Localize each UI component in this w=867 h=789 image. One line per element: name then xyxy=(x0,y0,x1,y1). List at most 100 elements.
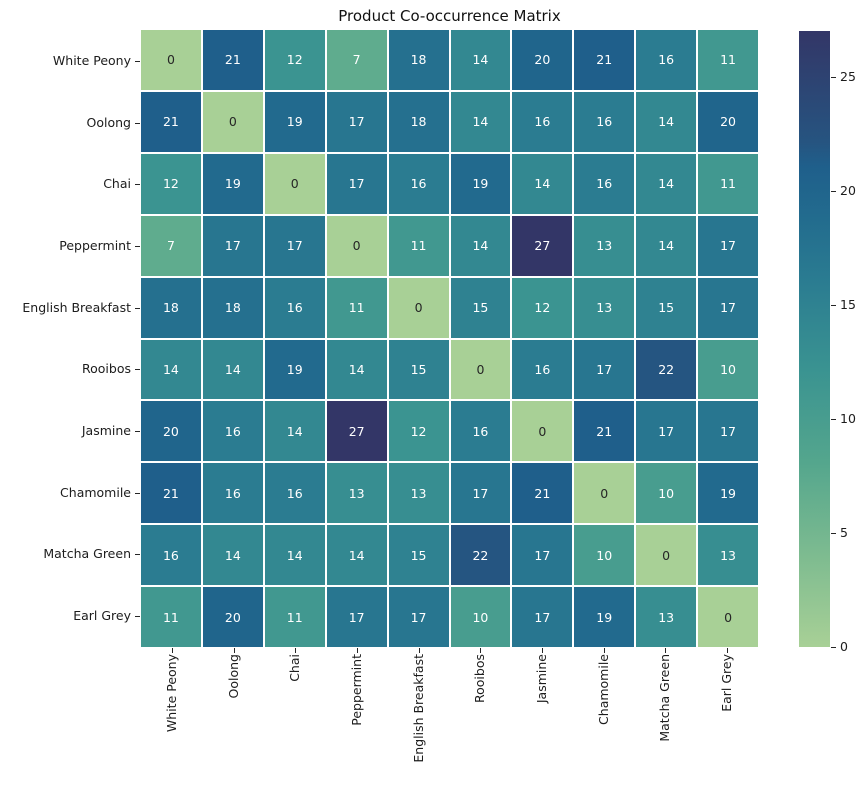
heatmap-cell: 16 xyxy=(141,525,201,586)
x-tick-mark xyxy=(727,648,729,653)
heatmap-cell: 19 xyxy=(264,91,325,152)
heatmap-cell: 11 xyxy=(698,30,758,90)
heatmap-cell: 11 xyxy=(388,215,449,276)
heatmap-cell: 13 xyxy=(636,587,697,647)
colorbar-gradient xyxy=(799,31,830,647)
heatmap-cell: 18 xyxy=(388,91,449,152)
heatmap-cell: 16 xyxy=(264,277,325,338)
heatmap-cell: 15 xyxy=(636,277,697,338)
heatmap-cell: 13 xyxy=(574,215,635,276)
heatmap-cell: 21 xyxy=(141,463,201,524)
y-tick-mark xyxy=(135,60,140,62)
heatmap-cell: 14 xyxy=(264,525,325,586)
heatmap-cell: 0 xyxy=(141,30,201,90)
x-tick-label: Earl Grey xyxy=(719,654,735,712)
y-tick-mark xyxy=(135,431,140,433)
heatmap-cell: 13 xyxy=(698,525,758,586)
heatmap-cell: 16 xyxy=(512,91,573,152)
heatmap-cell: 10 xyxy=(636,463,697,524)
heatmap-cell: 0 xyxy=(636,525,697,586)
x-tick-label: Rooibos xyxy=(472,654,488,703)
colorbar-tick-mark xyxy=(831,304,836,306)
x-tick-mark xyxy=(603,648,605,653)
heatmap-cell: 19 xyxy=(264,339,325,400)
heatmap-cell: 17 xyxy=(326,153,387,214)
heatmap-cell: 17 xyxy=(698,277,758,338)
heatmap-cell: 19 xyxy=(202,153,263,214)
heatmap-cell: 14 xyxy=(512,153,573,214)
heatmap-cell: 17 xyxy=(202,215,263,276)
heatmap-cell: 0 xyxy=(450,339,511,400)
y-tick-label: Chai xyxy=(103,176,131,192)
x-tick-mark xyxy=(665,648,667,653)
heatmap-cell: 20 xyxy=(512,30,573,90)
x-tick-label: Chai xyxy=(287,654,303,682)
heatmap-cell: 10 xyxy=(574,525,635,586)
heatmap-cell: 21 xyxy=(574,30,635,90)
heatmap-cell: 16 xyxy=(512,339,573,400)
heatmap-cell: 17 xyxy=(698,401,758,462)
heatmap-cell: 14 xyxy=(264,401,325,462)
x-tick-label: Chamomile xyxy=(595,654,611,725)
heatmap-cell: 14 xyxy=(450,215,511,276)
heatmap-cell: 27 xyxy=(512,215,573,276)
y-tick-mark xyxy=(135,122,140,124)
heatmap-cell: 13 xyxy=(574,277,635,338)
colorbar-tick-mark xyxy=(831,532,836,534)
heatmap-cell: 12 xyxy=(388,401,449,462)
colorbar-tick-label: 10 xyxy=(840,410,856,426)
colorbar-tick-mark xyxy=(831,76,836,78)
colorbar-tick-mark xyxy=(831,190,836,192)
y-tick-label: Peppermint xyxy=(59,237,131,253)
heatmap-cell: 14 xyxy=(326,339,387,400)
heatmap-cell: 11 xyxy=(264,587,325,647)
heatmap-cell: 0 xyxy=(512,401,573,462)
heatmap-cell: 12 xyxy=(264,30,325,90)
heatmap-cell: 12 xyxy=(141,153,201,214)
heatmap-cell: 10 xyxy=(450,587,511,647)
y-tick-label: White Peony xyxy=(52,52,131,68)
heatmap-cell: 16 xyxy=(202,401,263,462)
heatmap-cell: 19 xyxy=(574,587,635,647)
heatmap-cell: 11 xyxy=(326,277,387,338)
heatmap-cell: 16 xyxy=(202,463,263,524)
heatmap-cell: 0 xyxy=(326,215,387,276)
heatmap-cell: 14 xyxy=(202,525,263,586)
colorbar-tick-label: 5 xyxy=(840,524,848,540)
colorbar-tick-label: 15 xyxy=(840,296,856,312)
chart-title: Product Co-occurrence Matrix xyxy=(338,7,561,25)
heatmap-cell: 16 xyxy=(450,401,511,462)
heatmap-cell: 0 xyxy=(574,463,635,524)
heatmap-cell: 14 xyxy=(326,525,387,586)
heatmap-cell: 7 xyxy=(326,30,387,90)
x-tick-label: Jasmine xyxy=(534,654,550,704)
x-tick-mark xyxy=(480,648,482,653)
heatmap-cell: 14 xyxy=(450,30,511,90)
heatmap-cell: 12 xyxy=(512,277,573,338)
heatmap-cell: 11 xyxy=(698,153,758,214)
heatmap-cell: 14 xyxy=(141,339,201,400)
heatmap-cell: 15 xyxy=(388,339,449,400)
heatmap-cell: 14 xyxy=(202,339,263,400)
y-tick-mark xyxy=(135,307,140,309)
y-tick-label: Rooibos xyxy=(82,361,131,377)
heatmap-cell: 20 xyxy=(202,587,263,647)
colorbar-tick-label: 20 xyxy=(840,182,856,198)
heatmap-cell: 21 xyxy=(512,463,573,524)
y-tick-label: Earl Grey xyxy=(73,608,131,624)
heatmap-cell: 0 xyxy=(698,587,758,647)
x-tick-mark xyxy=(295,648,297,653)
heatmap-cell: 14 xyxy=(636,91,697,152)
x-tick-mark xyxy=(233,648,235,653)
heatmap-cell: 17 xyxy=(450,463,511,524)
x-tick-label: Matcha Green xyxy=(657,654,673,742)
y-tick-mark xyxy=(135,616,140,618)
heatmap-cell: 16 xyxy=(574,91,635,152)
heatmap-cell: 15 xyxy=(450,277,511,338)
x-tick-mark xyxy=(356,648,358,653)
heatmap-cell: 17 xyxy=(512,525,573,586)
heatmap-cell: 19 xyxy=(698,463,758,524)
heatmap-cell: 21 xyxy=(574,401,635,462)
y-tick-mark xyxy=(135,369,140,371)
heatmap-cell: 10 xyxy=(698,339,758,400)
